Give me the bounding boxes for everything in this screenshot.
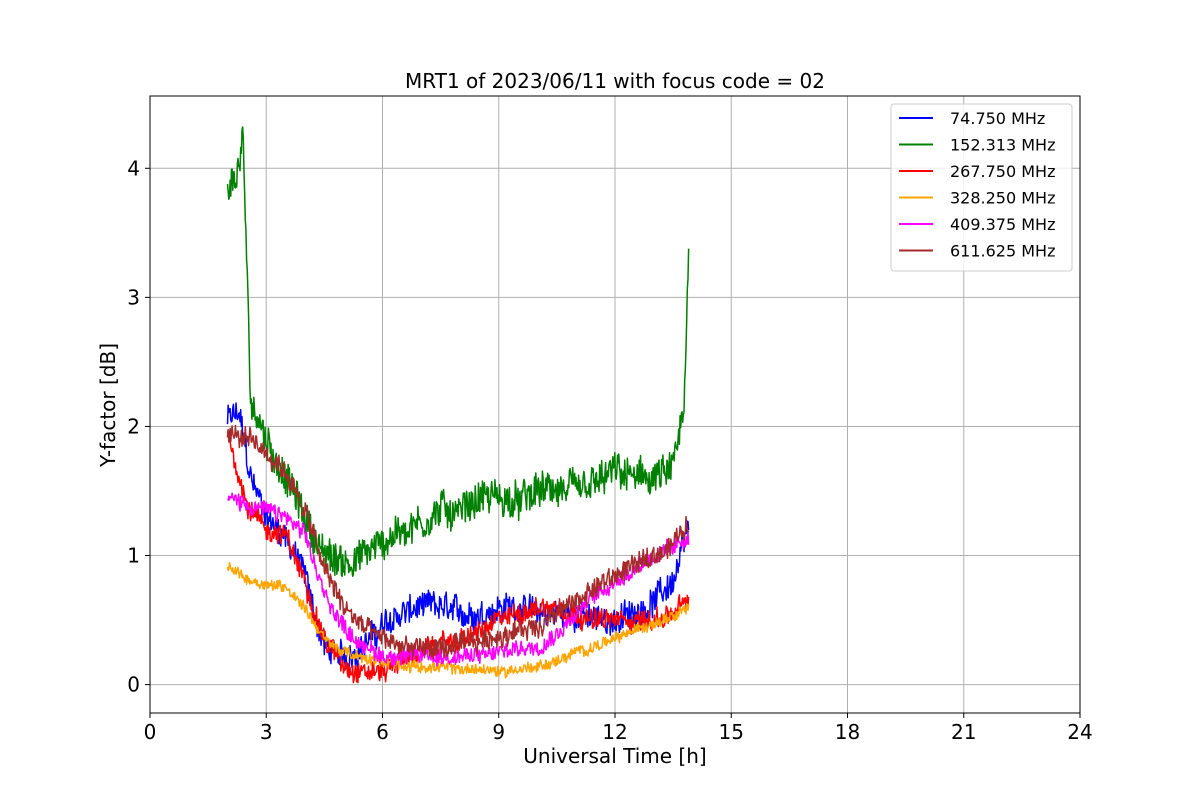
chart-title: MRT1 of 2023/06/11 with focus code = 02 — [405, 69, 825, 93]
series-line — [226, 424, 690, 660]
y-tick-label: 0 — [127, 673, 140, 697]
legend-label: 74.750 MHz — [950, 109, 1045, 128]
y-tick-label: 1 — [127, 544, 140, 568]
series-line — [226, 430, 690, 684]
series-layer — [226, 126, 690, 684]
series-line — [226, 126, 690, 578]
x-tick-label: 12 — [602, 720, 627, 744]
y-tick-label: 2 — [127, 414, 140, 438]
x-tick-label: 3 — [260, 720, 273, 744]
x-tick-label: 15 — [719, 720, 744, 744]
x-tick-label: 6 — [376, 720, 389, 744]
x-tick-label: 24 — [1067, 720, 1092, 744]
legend-box — [890, 103, 1073, 272]
x-axis-label: Universal Time [h] — [523, 744, 706, 768]
series-line — [226, 562, 690, 679]
y-axis: 0 1 2 3 4 — [127, 156, 150, 697]
legend-label: 611.625 MHz — [950, 242, 1055, 261]
y-axis-label: Y-factor [dB] — [96, 343, 120, 468]
y-tick-label: 4 — [127, 156, 140, 180]
legend-label: 328.250 MHz — [950, 189, 1055, 208]
x-tick-label: 9 — [492, 720, 505, 744]
legend-label: 152.313 MHz — [950, 136, 1055, 155]
legend-label: 409.375 MHz — [950, 215, 1055, 234]
x-tick-label: 21 — [951, 720, 976, 744]
y-tick-label: 3 — [127, 285, 140, 309]
x-tick-label: 0 — [144, 720, 157, 744]
x-axis: 0 3 6 9 12 15 18 21 24 — [144, 713, 1093, 744]
x-tick-label: 18 — [835, 720, 860, 744]
legend-label: 267.750 MHz — [950, 162, 1055, 181]
legend: 74.750 MHz 152.313 MHz 267.750 MHz 328.250 … — [890, 103, 1073, 272]
